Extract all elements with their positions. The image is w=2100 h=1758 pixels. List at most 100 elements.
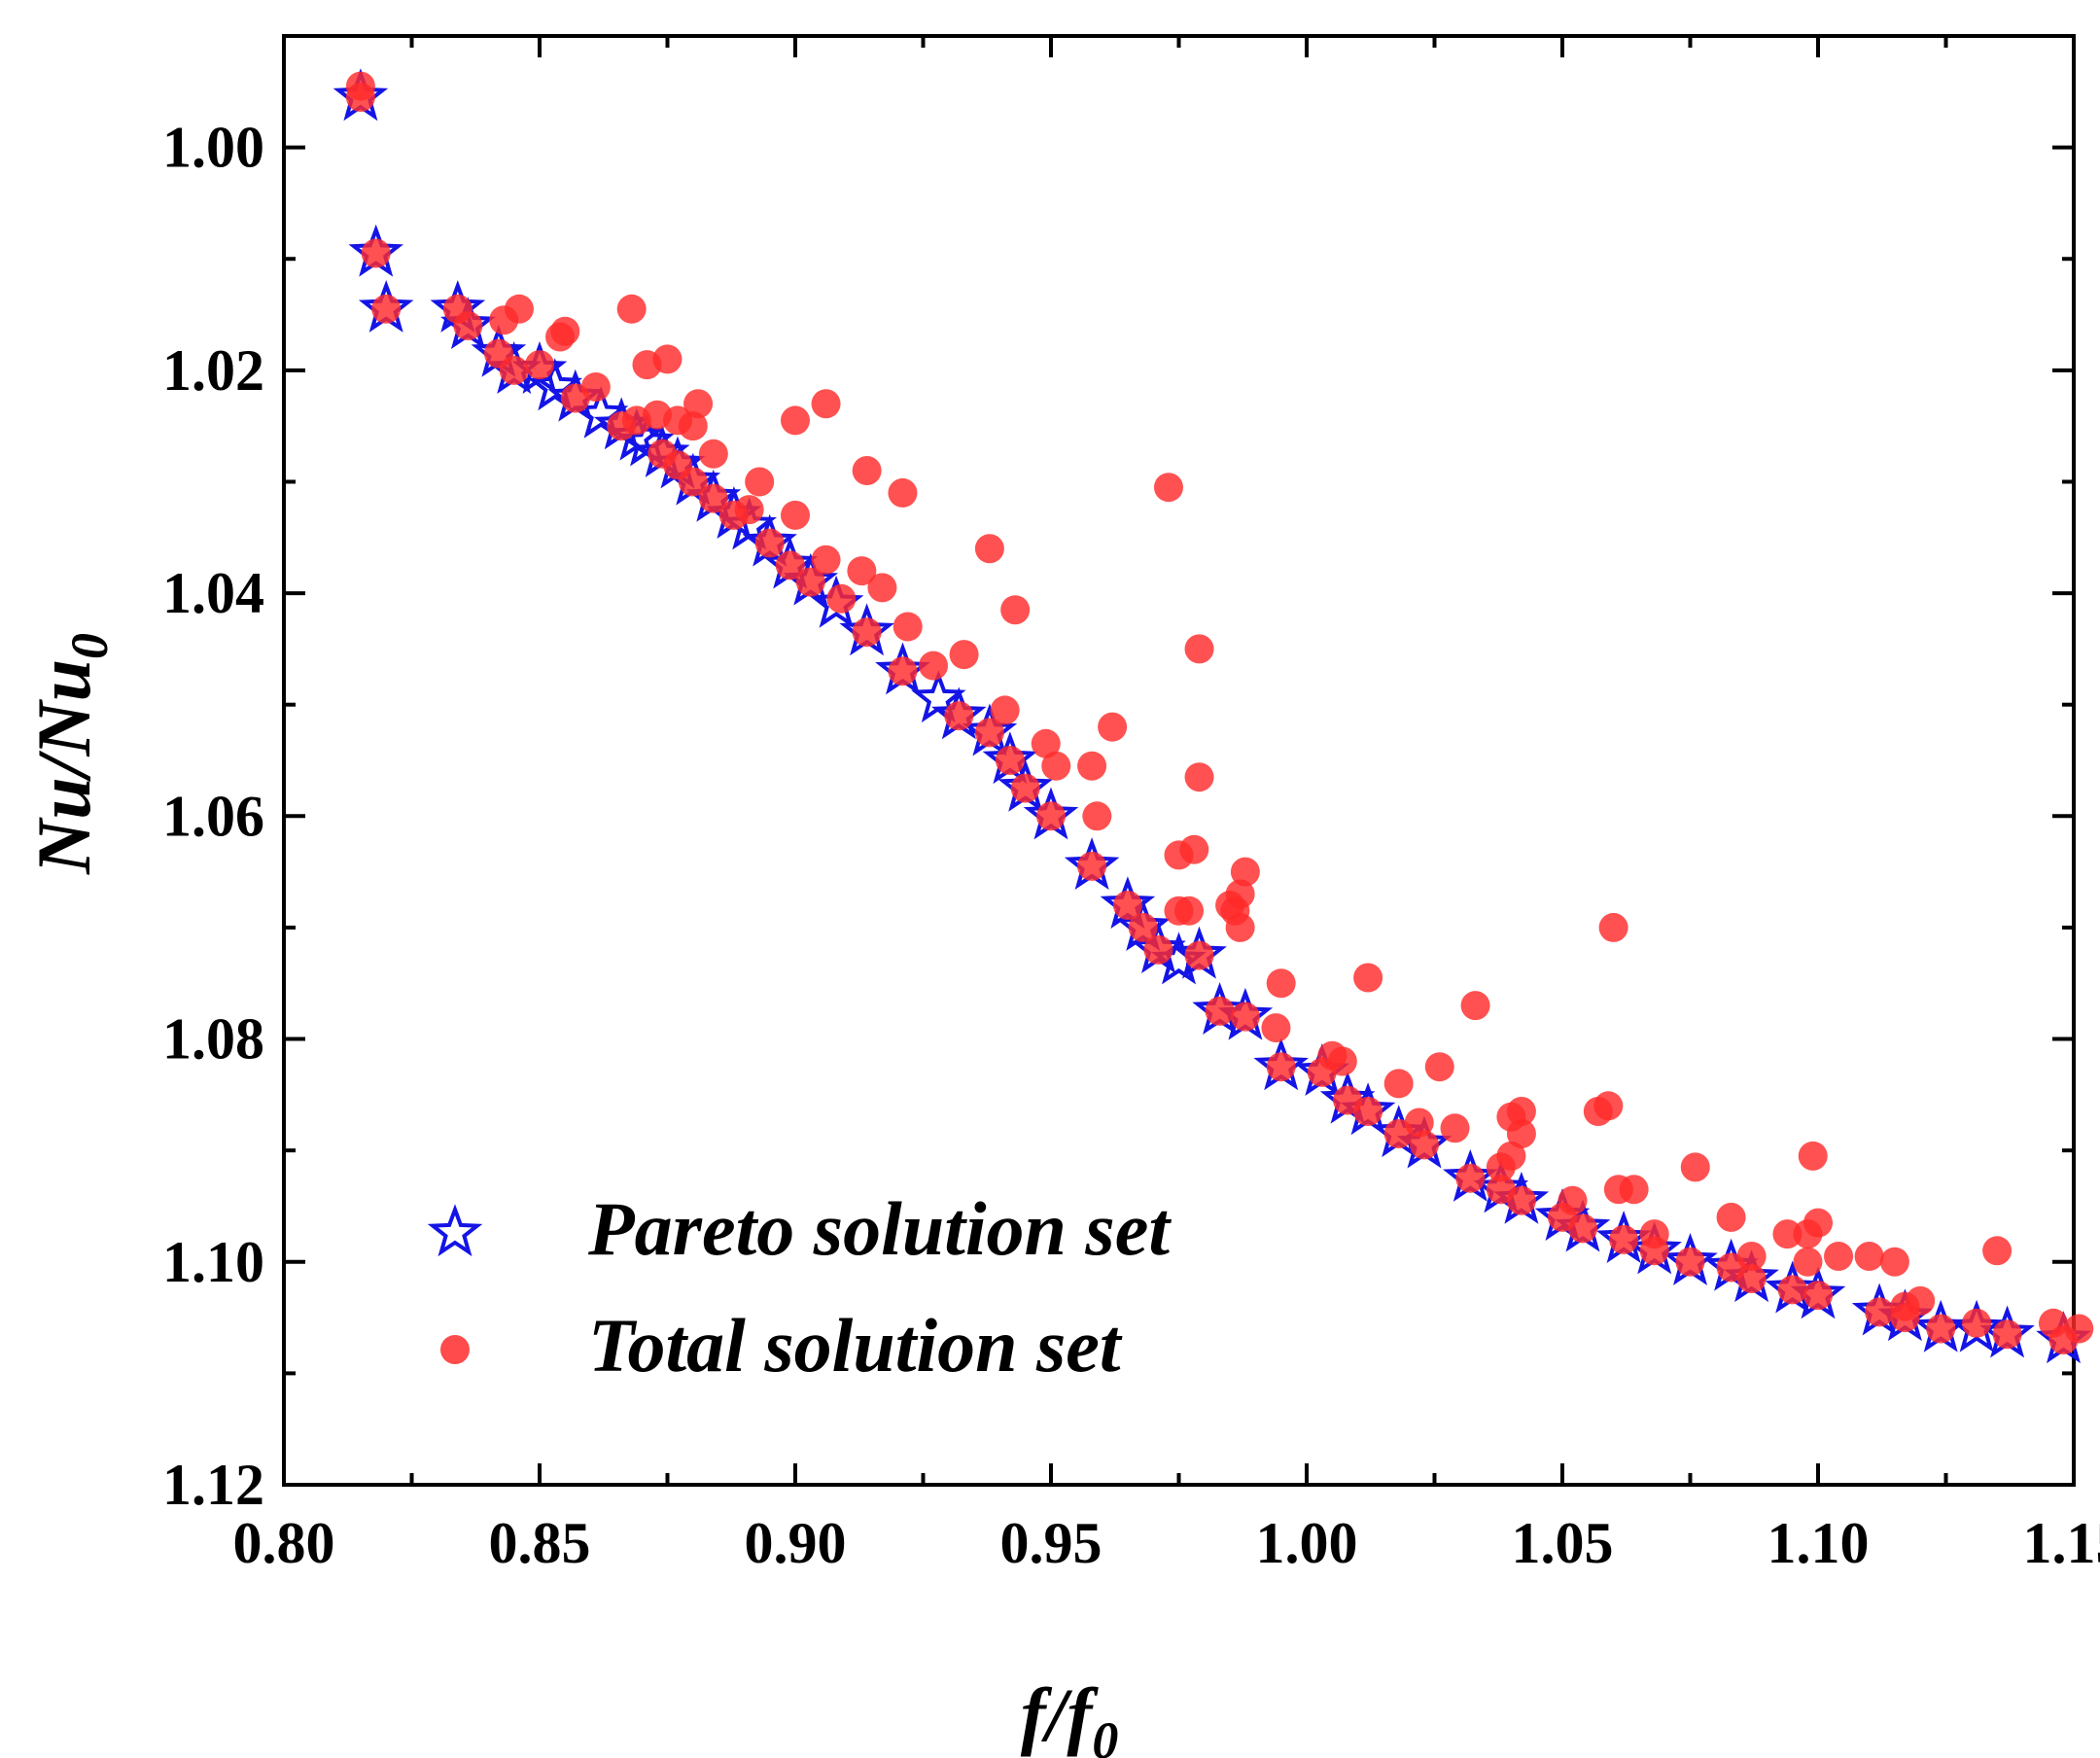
total-point — [1440, 1113, 1470, 1143]
total-point — [1992, 1319, 2022, 1350]
total-point — [1184, 634, 1214, 664]
total-point — [550, 316, 580, 346]
total-point — [698, 439, 728, 469]
total-point — [652, 344, 682, 374]
total-point — [1383, 1069, 1414, 1099]
total-point — [795, 567, 825, 597]
total-point — [1736, 1242, 1767, 1272]
total-point — [995, 746, 1025, 775]
legend-total-marker — [440, 1335, 470, 1364]
x-tick-label: 0.90 — [745, 1511, 847, 1575]
total-point — [1041, 751, 1071, 781]
total-point — [1261, 1013, 1291, 1043]
total-point — [1153, 473, 1183, 503]
total-point — [1568, 1213, 1598, 1244]
total-point — [888, 477, 918, 508]
legend-pareto-marker — [427, 1204, 483, 1257]
total-point — [1926, 1314, 1956, 1344]
total-point — [1409, 1130, 1439, 1160]
total-point — [1736, 1263, 1767, 1293]
total-point — [525, 350, 554, 380]
total-point — [1793, 1247, 1823, 1277]
total-point — [1982, 1236, 2012, 1266]
x-tick-label: 0.85 — [489, 1511, 591, 1575]
total-point — [1128, 912, 1158, 942]
legend: Pareto solution set Total solution set — [427, 1186, 1172, 1388]
total-point — [371, 294, 402, 324]
total-point — [1777, 1275, 1807, 1305]
total-point — [1879, 1247, 1909, 1277]
y-axis-title-sub: 0 — [60, 633, 119, 659]
total-point — [1077, 851, 1107, 881]
y-tick-label: 1.02 — [162, 338, 264, 403]
total-point — [781, 500, 810, 530]
total-point — [1824, 1242, 1854, 1272]
total-point — [734, 495, 764, 525]
x-axis-title-main: f/f — [1021, 1672, 1100, 1757]
total-point — [852, 617, 882, 648]
x-tick-label: 1.15 — [2023, 1511, 2100, 1575]
y-tick-label: 1.04 — [162, 561, 264, 625]
total-point — [919, 650, 949, 681]
total-point — [949, 640, 979, 670]
total-point — [811, 389, 841, 419]
total-point — [1460, 991, 1490, 1021]
total-point — [580, 372, 611, 403]
total-point — [990, 695, 1020, 725]
total-point — [892, 612, 923, 642]
y-axis-title-main: Nu/Nu — [21, 659, 106, 875]
total-point — [1184, 940, 1214, 970]
total-point — [974, 718, 1004, 748]
total-point — [847, 556, 877, 586]
pareto-series — [332, 68, 2091, 1364]
legend-pareto-label: Pareto solution set — [587, 1186, 1172, 1271]
total-point — [1179, 834, 1209, 864]
total-point — [1082, 801, 1112, 831]
total-series — [345, 71, 2094, 1354]
total-point — [1184, 762, 1214, 792]
total-point — [1506, 1097, 1536, 1127]
total-point — [1230, 857, 1260, 887]
total-point — [745, 467, 775, 497]
total-point — [1962, 1308, 1992, 1338]
total-point — [1098, 712, 1128, 742]
total-point — [867, 573, 897, 603]
x-axis-title: f/f0 — [1021, 1672, 1119, 1758]
x-tick-label: 0.95 — [1000, 1511, 1102, 1575]
total-point — [683, 389, 714, 419]
total-point — [1772, 1219, 1802, 1249]
total-point — [1639, 1236, 1669, 1266]
total-point — [1865, 1297, 1895, 1327]
total-point — [1404, 1108, 1434, 1138]
total-point — [1174, 896, 1205, 926]
total-point — [1036, 801, 1066, 831]
y-tick-label: 1.08 — [162, 1007, 264, 1072]
x-tick-label: 0.80 — [233, 1511, 335, 1575]
total-point — [1716, 1202, 1746, 1232]
x-tick-label: 1.10 — [1768, 1511, 1870, 1575]
total-point — [1031, 728, 1061, 758]
total-point — [1010, 773, 1040, 803]
total-point — [1266, 968, 1296, 999]
total-point — [504, 294, 534, 324]
total-point — [1143, 934, 1173, 965]
total-point — [678, 411, 708, 441]
total-point — [974, 534, 1004, 564]
total-point — [453, 311, 483, 340]
total-point — [1506, 1185, 1536, 1215]
total-point — [1890, 1303, 1920, 1333]
total-point — [811, 545, 841, 575]
total-point — [826, 583, 857, 614]
total-point — [616, 294, 647, 324]
axes: 0.80 0.85 0.90 0.95 1.00 1.05 1.10 1.15 1.00 1.02… — [162, 34, 2100, 1575]
total-point — [1000, 595, 1031, 625]
legend-total-label: Total solution set — [588, 1303, 1123, 1388]
total-point — [1225, 912, 1255, 942]
total-point — [1609, 1224, 1639, 1254]
total-point — [1205, 996, 1235, 1026]
total-point — [1327, 1046, 1357, 1076]
x-tick-label: 1.05 — [1512, 1511, 1614, 1575]
total-point — [1798, 1141, 1828, 1171]
total-point — [1506, 1118, 1536, 1148]
